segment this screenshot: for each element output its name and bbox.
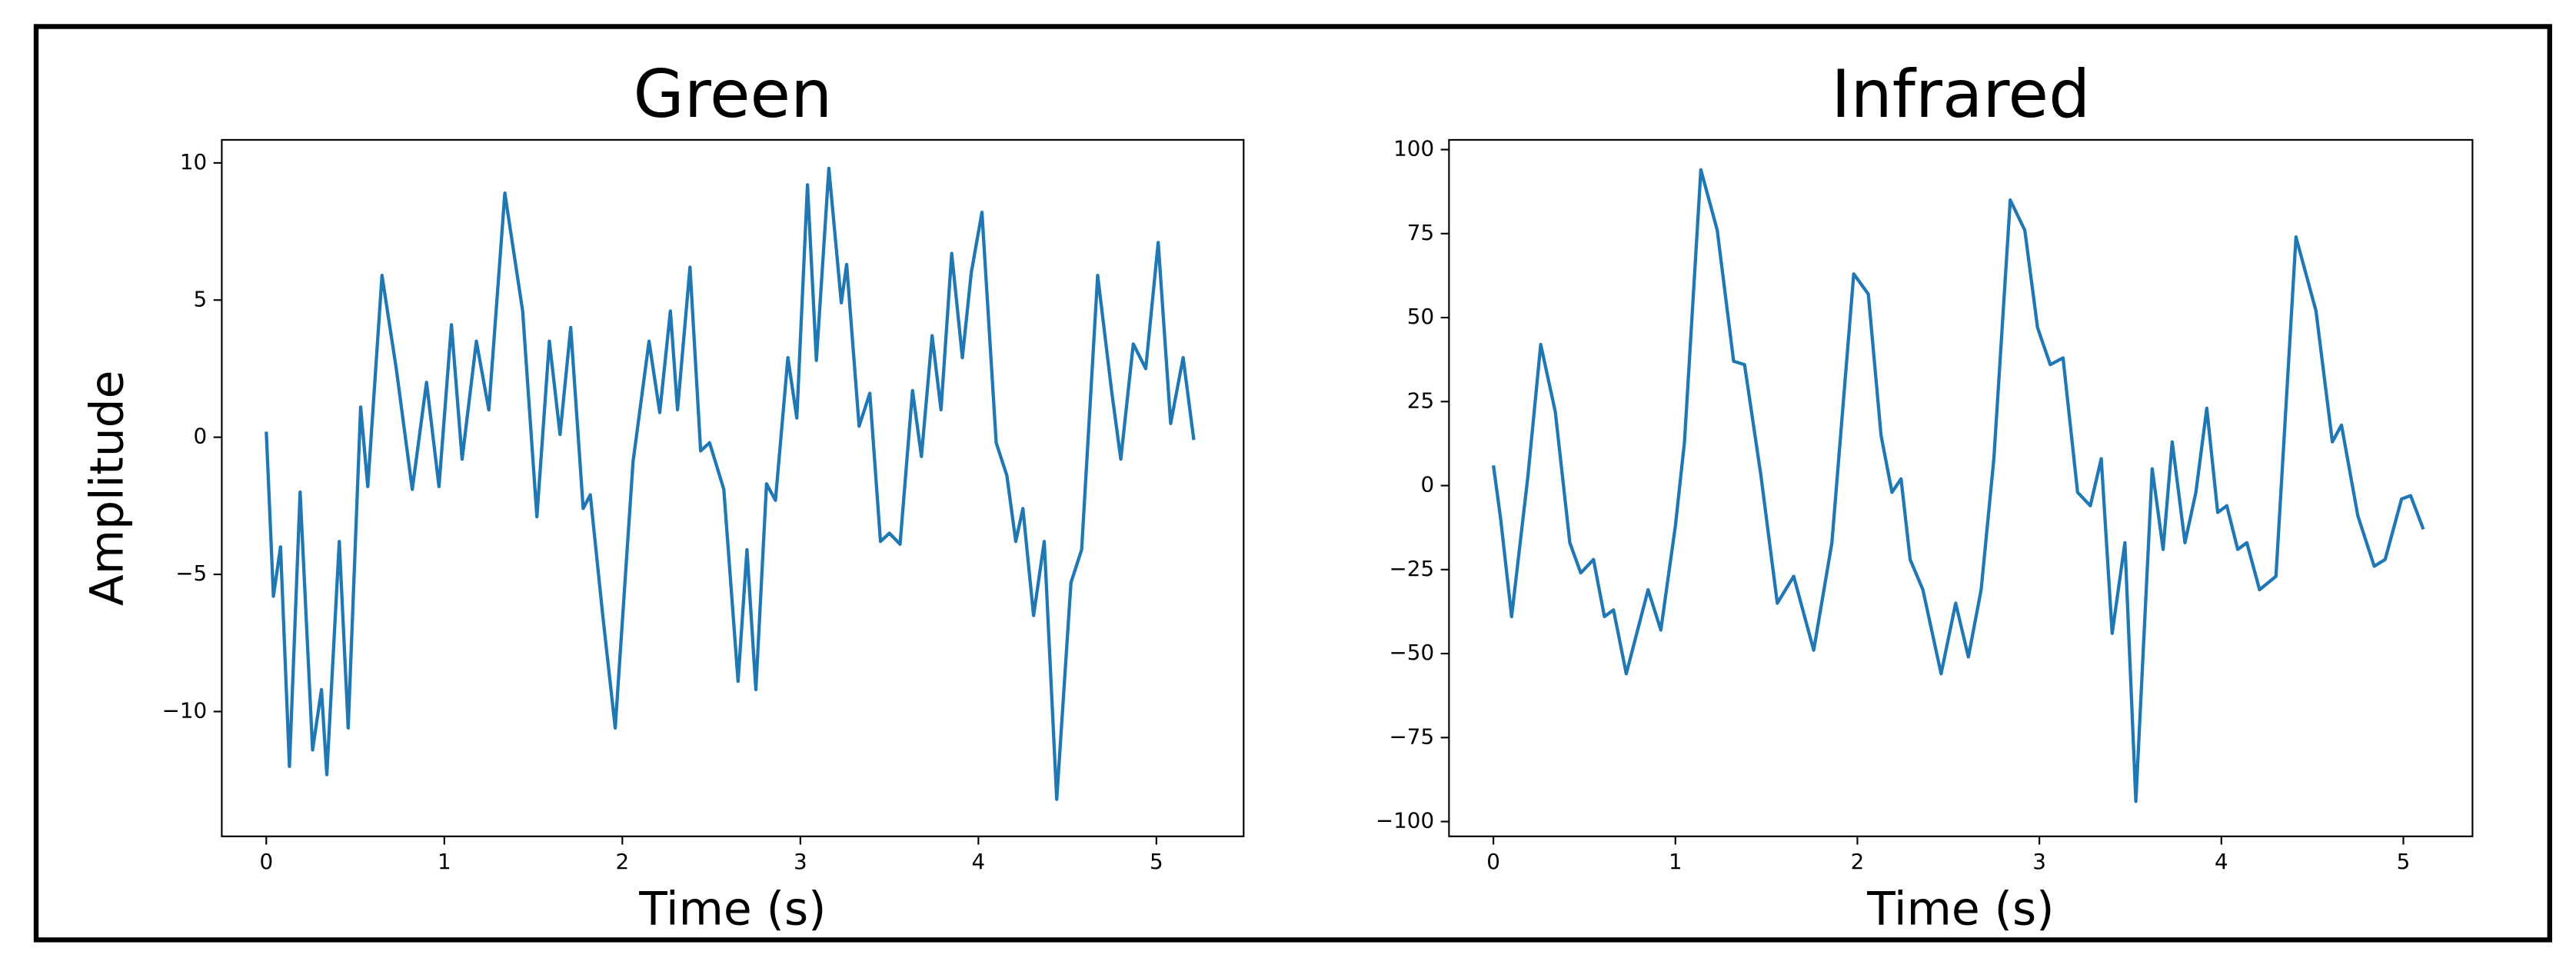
x-tick-label: 2: [615, 849, 629, 874]
data-line: [1492, 168, 2425, 803]
x-tick-label: 4: [972, 849, 986, 874]
x-tick-label: 0: [1486, 849, 1500, 874]
y-tick-label: 0: [1420, 472, 1434, 497]
x-tick-label: 3: [794, 849, 807, 874]
chart-title: Green: [634, 57, 833, 133]
y-tick-label: −5: [175, 561, 207, 586]
y-tick-label: 25: [1407, 388, 1434, 413]
x-tick-label: 4: [2215, 849, 2228, 874]
y-tick-label: 50: [1407, 304, 1434, 329]
chart-title: Infrared: [1831, 57, 2090, 133]
y-tick-label: −100: [1376, 808, 1434, 833]
x-axis-label: Time (s): [638, 883, 826, 936]
data-line: [265, 166, 1196, 801]
x-tick-label: 1: [438, 849, 451, 874]
y-tick-label: 0: [194, 424, 208, 449]
x-tick-label: 2: [1851, 849, 1865, 874]
y-tick-label: −50: [1390, 640, 1435, 665]
x-tick-label: 5: [2397, 849, 2411, 874]
y-tick-label: 5: [194, 286, 208, 311]
axes-frame: [1448, 138, 2474, 837]
x-tick-label: 5: [1150, 849, 1163, 874]
y-tick-label: −25: [1390, 556, 1435, 581]
y-tick-label: 100: [1393, 136, 1434, 161]
y-axis-label: Amplitude: [81, 371, 135, 607]
x-tick-label: 3: [2032, 849, 2046, 874]
x-tick-label: 1: [1669, 849, 1682, 874]
frame: [33, 24, 2553, 943]
x-tick-label: 0: [259, 849, 273, 874]
y-tick-label: 75: [1407, 220, 1434, 245]
y-tick-label: −10: [162, 697, 208, 723]
axes-frame: [221, 138, 1245, 837]
x-axis-label: Time (s): [1866, 883, 2054, 936]
y-tick-label: −75: [1390, 724, 1435, 749]
y-tick-label: 10: [180, 149, 207, 175]
